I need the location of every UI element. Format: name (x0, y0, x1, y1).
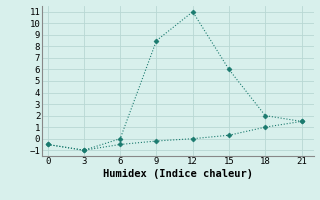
X-axis label: Humidex (Indice chaleur): Humidex (Indice chaleur) (103, 169, 252, 179)
